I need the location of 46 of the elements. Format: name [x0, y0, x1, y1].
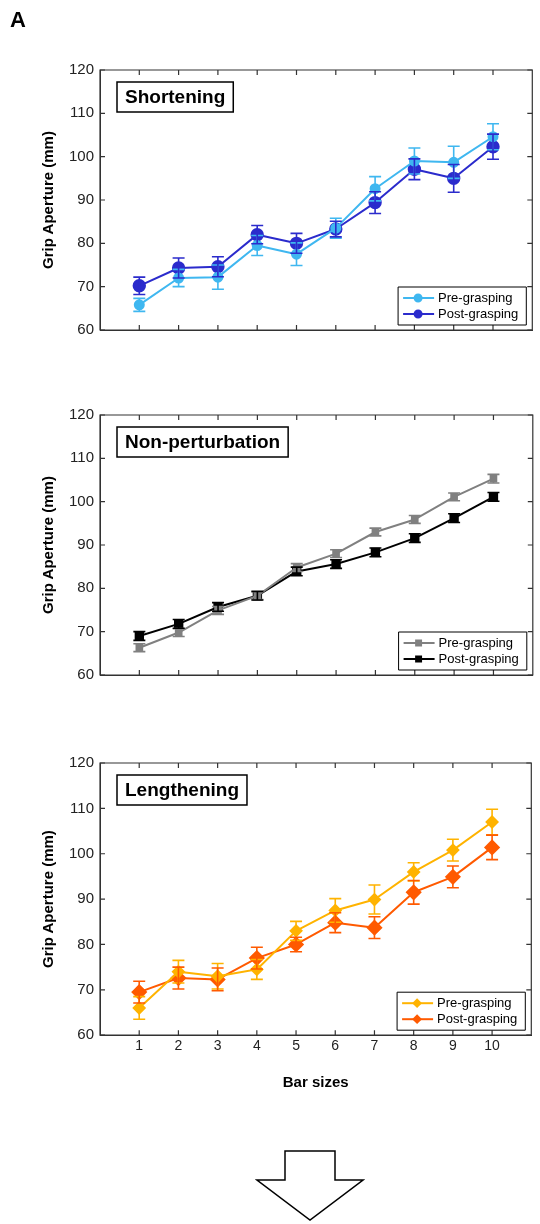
x-tick-label: 10 [484, 1037, 501, 1054]
y-tick-label: 120 [68, 405, 94, 423]
y-tick-label: 100 [68, 491, 94, 509]
y-tick-label: 80 [77, 578, 94, 596]
x-tick-label: 4 [252, 1037, 261, 1054]
y-tick-label: 110 [70, 103, 94, 121]
legend-label: Pre-grasping [438, 634, 514, 650]
x-tick-label: 9 [448, 1037, 457, 1054]
y-tick-label: 60 [77, 320, 94, 338]
y-axis-title: Grip Aperture (mm) [39, 830, 57, 968]
y-tick-label: 100 [68, 146, 94, 164]
text: Shortening [125, 86, 226, 108]
legend-label: Pre-grasping [437, 994, 512, 1010]
legend-label: Pre-grasping [438, 289, 513, 305]
y-tick-label: 60 [77, 665, 94, 683]
legend-label: Post-grasping [438, 305, 519, 321]
y-tick-label: 100 [68, 843, 94, 861]
x-tick-label: 1 [135, 1037, 144, 1054]
y-tick-label: 110 [70, 798, 94, 816]
x-tick-label: 8 [409, 1037, 418, 1054]
legend-label: Post-grasping [438, 650, 519, 666]
x-tick-label: 2 [174, 1037, 183, 1054]
x-tick-label: 5 [292, 1037, 301, 1054]
y-axis-title: Grip Aperture (mm) [39, 476, 57, 614]
x-tick-label: 6 [331, 1037, 340, 1054]
text: Lengthening [125, 779, 239, 801]
y-axis-title: Grip Aperture (mm) [39, 131, 57, 269]
y-tick-label: 80 [77, 934, 94, 952]
y-tick-label: 70 [77, 621, 94, 639]
y-tick-label: 80 [77, 233, 94, 251]
legend-label: Post-grasping [437, 1010, 518, 1026]
x-axis-title: Bar sizes [282, 1073, 349, 1091]
y-tick-label: 120 [68, 60, 94, 78]
y-tick-label: 90 [77, 889, 94, 907]
y-tick-label: 70 [77, 276, 94, 294]
y-tick-label: 60 [77, 1025, 94, 1043]
point [405, 884, 422, 900]
y-tick-label: 70 [77, 979, 94, 997]
text: A [10, 7, 26, 33]
y-tick-label: 90 [77, 535, 94, 553]
x-tick-label: 3 [213, 1037, 222, 1054]
text: Non-perturbation [125, 431, 281, 453]
y-tick-label: 110 [70, 448, 94, 466]
x-tick-label: 7 [370, 1037, 379, 1054]
y-tick-label: 120 [68, 753, 94, 771]
y-tick-label: 90 [77, 190, 94, 208]
